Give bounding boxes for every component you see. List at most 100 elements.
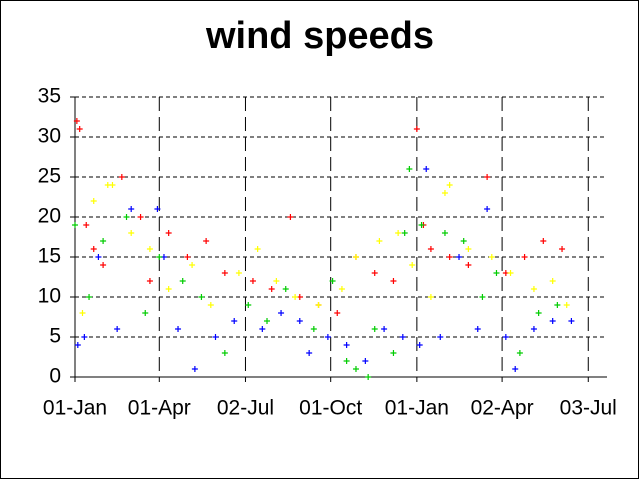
point [292,294,299,300]
point [310,326,317,332]
point [456,254,463,260]
point [128,206,135,212]
point [446,182,453,188]
x-tick-label: 01-Apr [128,397,191,420]
chart-title: wind speeds [205,15,434,57]
point [395,230,402,236]
point [74,342,81,348]
point [465,262,472,268]
point [287,214,294,220]
point [365,374,372,380]
point [549,278,556,284]
point [282,286,289,292]
point [559,246,566,252]
point [512,366,519,372]
point [390,278,397,284]
point [465,246,472,252]
point [175,326,182,332]
y-tick-label: 10 [38,285,61,308]
point [83,222,90,228]
point [493,270,500,276]
point [329,278,336,284]
x-tick-label: 03-Jul [560,397,617,420]
point [146,278,153,284]
point [95,254,102,260]
point [479,294,486,300]
point [249,278,256,284]
point [179,278,186,284]
point [296,318,303,324]
point [90,246,97,252]
point [79,310,86,316]
point [413,126,420,132]
point [516,350,523,356]
y-tick-label: 5 [49,325,61,348]
point [142,310,149,316]
point [306,350,313,356]
point [278,310,285,316]
point [90,198,97,204]
x-tick-label: 01-Oct [299,397,362,420]
point [376,238,383,244]
point [530,326,537,332]
point [268,286,275,292]
point [100,238,107,244]
point [460,238,467,244]
point [72,222,78,228]
point [245,302,252,308]
y-tick-label: 15 [38,245,61,268]
point [530,286,537,292]
point [401,230,408,236]
point [441,190,448,196]
point [264,318,271,324]
point [381,326,388,332]
point [549,318,556,324]
point [507,270,514,276]
point [86,294,93,300]
y-tick-label: 0 [49,365,61,388]
x-tick-label: 02-Jul [217,397,274,420]
point [123,214,130,220]
point [406,166,413,172]
point [198,294,205,300]
point [409,262,416,268]
point [352,366,359,372]
point [390,350,397,356]
point [235,270,242,276]
point [118,174,125,180]
point [189,262,196,268]
point [446,254,453,260]
point [484,174,491,180]
point [128,230,135,236]
point [259,326,266,332]
point [81,334,88,340]
point [371,270,378,276]
point [221,270,228,276]
point [427,246,434,252]
point [109,182,116,188]
point [334,310,341,316]
x-tick-label: 02-Apr [471,397,534,420]
point [203,238,210,244]
point [535,310,542,316]
point [474,326,481,332]
point [154,206,161,212]
point [441,230,448,236]
point [563,302,570,308]
point [165,286,172,292]
point [488,254,495,260]
point [100,262,107,268]
y-tick-label: 35 [38,85,61,108]
point [212,334,219,340]
point [137,214,144,220]
y-tick-label: 25 [38,165,61,188]
y-tick-label: 20 [38,205,61,228]
point [73,118,80,124]
point [207,302,214,308]
point [343,342,350,348]
point [437,334,444,340]
point [156,254,163,260]
point [343,358,350,364]
